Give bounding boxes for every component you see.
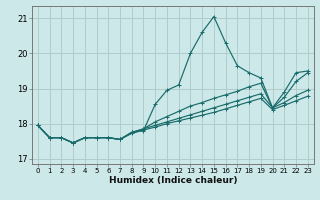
X-axis label: Humidex (Indice chaleur): Humidex (Indice chaleur) bbox=[108, 176, 237, 185]
